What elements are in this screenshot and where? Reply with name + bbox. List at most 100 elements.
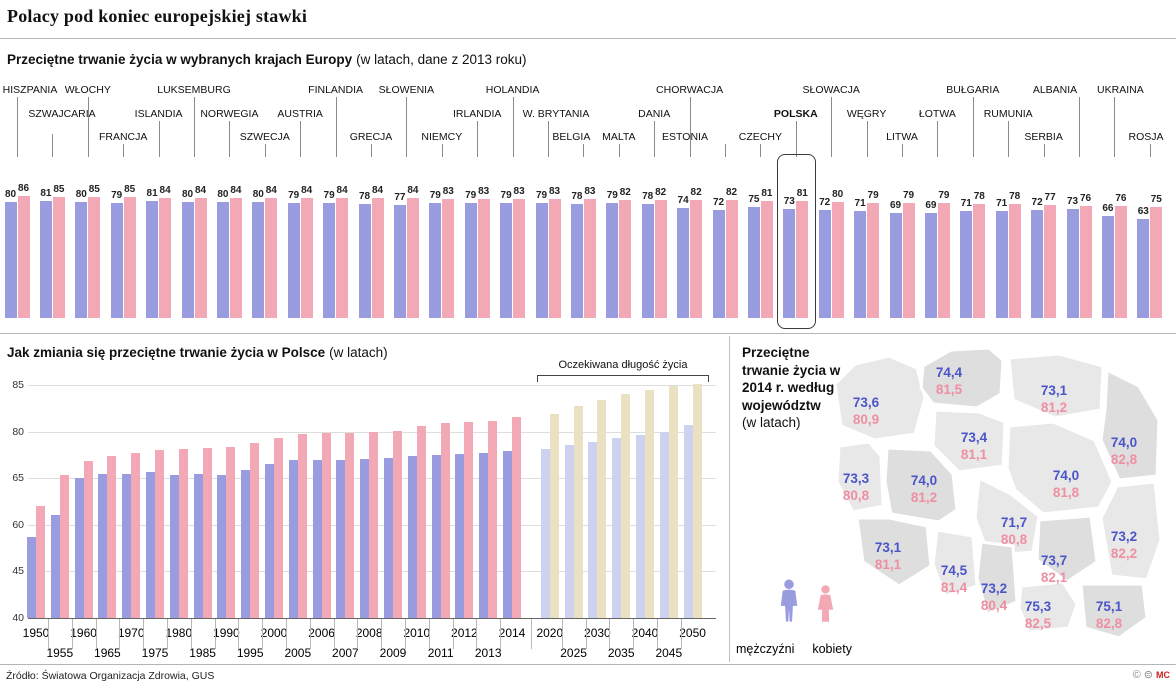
bar-female <box>123 197 136 318</box>
region-male-value: 73,6 <box>852 395 880 411</box>
country-label: WŁOCHY <box>64 84 111 96</box>
bar-male <box>4 202 17 318</box>
bar-female <box>226 447 236 618</box>
year-label: 1960 <box>70 626 97 640</box>
year-label: 2025 <box>560 646 587 660</box>
europe-chart-title: Przeciętne trwanie życia w wybranych kra… <box>7 52 527 67</box>
bar-value: 84 <box>336 185 348 196</box>
bar-male <box>1137 219 1150 318</box>
region-male-value: 73,7 <box>1040 553 1068 569</box>
bar-male <box>75 202 88 318</box>
axis-tick <box>500 619 502 649</box>
map-region-swietokrzyskie <box>1035 514 1099 584</box>
bar-value: 71 <box>854 198 866 209</box>
country-label: HOLANDIA <box>485 84 540 96</box>
bar-female <box>131 453 141 618</box>
region-female-value: 81,5 <box>935 382 963 397</box>
leader-line <box>371 144 372 157</box>
bar-value: 82 <box>619 187 631 198</box>
axis-tick <box>333 619 335 649</box>
bar-value: 79 <box>902 190 915 201</box>
map-region-zachodniopomorskie <box>833 354 927 442</box>
year-label: 2010 <box>403 626 431 640</box>
map-region-opolskie <box>931 528 979 598</box>
region-female-value: 80,4 <box>980 598 1008 613</box>
bar-male <box>193 473 203 618</box>
year-label: 2050 <box>679 626 706 640</box>
leader-line <box>512 97 514 157</box>
bar-female <box>393 430 402 618</box>
country-label: GRECJA <box>349 131 393 143</box>
bar-male <box>464 203 477 318</box>
bar-male <box>265 464 274 618</box>
bar-value: 79 <box>535 190 548 201</box>
country-label: AUSTRIA <box>277 108 323 120</box>
bar-female <box>59 475 69 618</box>
region-female-value: 80,8 <box>1000 532 1028 547</box>
region-values-lodzkie: 71,7 80,8 <box>1001 515 1027 549</box>
bar-value: 82 <box>725 187 738 198</box>
axis-tick <box>119 619 121 649</box>
country-label: NORWEGIA <box>200 108 259 120</box>
bar-female-projection <box>645 389 654 618</box>
region-female-value: 82,8 <box>1095 616 1123 631</box>
region-male-value: 74,4 <box>935 365 963 381</box>
y-axis-tick-label: 85 <box>12 379 24 391</box>
axis-tick <box>680 619 682 649</box>
leader-line <box>1043 144 1045 157</box>
leader-line <box>654 121 656 157</box>
region-values-dolnoslaskie: 73,1 81,1 <box>875 540 901 574</box>
bar-female <box>973 204 986 318</box>
leader-line <box>264 144 266 157</box>
year-label: 2012 <box>451 626 478 640</box>
europe-life-expectancy-chart: HISZPANIA 80 86 SZWAJCARIA 81 85 WŁOCHY 80 85 FRA… <box>0 80 1176 332</box>
bar-male <box>252 202 265 318</box>
bar-male <box>641 204 654 318</box>
bar-female <box>274 437 283 618</box>
bar-female <box>1008 204 1021 318</box>
bar-value: 79 <box>429 190 441 201</box>
region-female-value: 80,8 <box>842 488 870 503</box>
bar-value: 72 <box>712 197 725 208</box>
bar-male <box>360 458 370 618</box>
bar-female-projection <box>692 383 702 618</box>
poland-map <box>833 346 1163 640</box>
region-male-value: 74,5 <box>940 563 968 579</box>
bar-female <box>107 456 117 618</box>
axis-tick <box>47 619 49 649</box>
bar-female <box>369 431 379 618</box>
bar-value: 79 <box>465 190 477 201</box>
bar-male-projection <box>612 438 622 618</box>
bar-male <box>288 460 298 618</box>
bar-male <box>889 213 902 318</box>
year-label: 1950 <box>22 626 50 640</box>
country-label: W. BRYTANIA <box>522 108 590 120</box>
country-label: CZECHY <box>738 131 782 143</box>
region-male-value: 75,1 <box>1095 599 1123 615</box>
bar-female <box>52 197 65 318</box>
region-male-value: 73,2 <box>1110 529 1138 545</box>
bar-male <box>122 473 132 618</box>
country-label: FINLANDIA <box>308 84 364 96</box>
poland-chart-title-main: Jak zmiania się przeciętne trwanie życia… <box>7 345 326 360</box>
axis-tick <box>71 619 73 649</box>
region-male-value: 73,3 <box>842 471 870 487</box>
axis-tick <box>357 619 359 649</box>
region-female-value: 81,8 <box>1052 485 1080 500</box>
region-female-value: 82,2 <box>1110 546 1138 561</box>
year-label: 1970 <box>117 626 145 640</box>
leader-line <box>441 144 443 157</box>
bar-value: 84 <box>194 185 207 196</box>
bar-male <box>783 209 796 318</box>
country-label: ESTONIA <box>662 131 708 143</box>
bar-female <box>512 416 521 618</box>
region-values-lubelskie: 73,2 82,2 <box>1111 529 1137 563</box>
bar-male <box>50 515 60 618</box>
bar-male-projection <box>564 445 574 618</box>
region-male-value: 73,1 <box>874 540 902 556</box>
axis-tick <box>656 619 658 649</box>
bar-female <box>464 422 474 618</box>
year-label: 1975 <box>141 646 169 660</box>
legend-female-label: kobiety <box>812 642 852 656</box>
bar-male <box>712 210 725 318</box>
